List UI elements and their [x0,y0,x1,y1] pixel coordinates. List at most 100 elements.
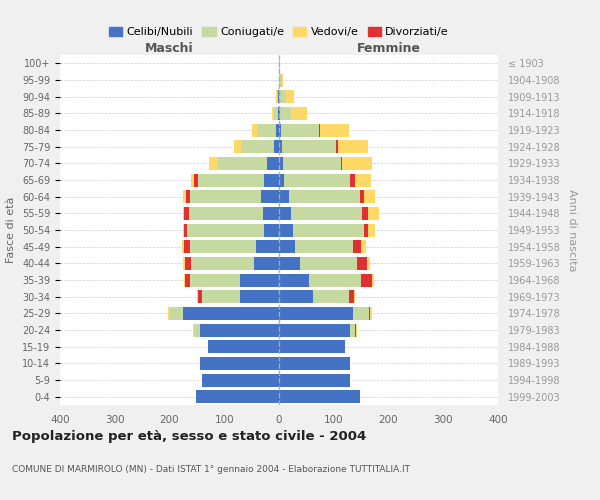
Bar [209,157,218,170]
Bar [368,224,375,236]
Bar [279,157,283,170]
Bar [370,307,371,320]
Bar [184,207,188,220]
Bar [279,207,291,220]
Bar [277,90,278,103]
Bar [186,190,190,203]
Bar [196,390,279,403]
Bar [341,157,342,170]
Bar [289,190,360,203]
Bar [279,124,281,136]
Bar [194,324,200,336]
Bar [182,207,184,220]
Text: Femmine: Femmine [356,42,421,55]
Bar [279,240,295,253]
Bar [349,290,354,303]
Bar [274,140,279,153]
Bar [279,140,282,153]
Bar [295,240,353,253]
Bar [355,174,371,186]
Bar [342,157,372,170]
Bar [282,140,337,153]
Bar [188,207,263,220]
Bar [262,190,279,203]
Bar [193,324,194,336]
Bar [279,274,309,286]
Bar [338,140,368,153]
Bar [372,274,374,286]
Bar [286,90,294,103]
Bar [218,157,267,170]
Bar [198,290,202,303]
Text: COMUNE DI MARMIROLO (MN) - Dati ISTAT 1° gennaio 2004 - Elaborazione TUTTITALIA.: COMUNE DI MARMIROLO (MN) - Dati ISTAT 1°… [12,465,410,474]
Bar [254,257,279,270]
Bar [291,207,362,220]
Bar [280,107,291,120]
Bar [185,257,191,270]
Bar [191,174,194,186]
Bar [184,240,190,253]
Legend: Celibi/Nubili, Coniugati/e, Vedovi/e, Divorziati/e: Celibi/Nubili, Coniugati/e, Vedovi/e, Di… [104,22,454,42]
Bar [368,207,379,220]
Bar [183,257,185,270]
Bar [361,240,365,253]
Bar [337,140,338,153]
Bar [364,224,368,236]
Bar [279,190,289,203]
Bar [362,207,368,220]
Text: Popolazione per età, sesso e stato civile - 2004: Popolazione per età, sesso e stato civil… [12,430,366,443]
Bar [239,290,279,303]
Bar [279,357,350,370]
Bar [263,207,279,220]
Bar [309,274,361,286]
Bar [170,307,183,320]
Y-axis label: Fasce di età: Fasce di età [7,197,16,263]
Bar [263,174,279,186]
Bar [293,224,364,236]
Bar [350,174,355,186]
Bar [182,224,184,236]
Bar [355,324,356,336]
Bar [278,107,279,120]
Bar [360,190,364,203]
Bar [239,274,279,286]
Bar [274,107,278,120]
Bar [190,240,256,253]
Y-axis label: Anni di nascita: Anni di nascita [567,188,577,271]
Bar [279,307,353,320]
Bar [256,240,279,253]
Bar [190,274,239,286]
Bar [183,190,186,203]
Bar [276,124,279,136]
Bar [187,224,263,236]
Bar [319,124,320,136]
Bar [300,257,357,270]
Bar [279,74,282,86]
Bar [281,124,319,136]
Bar [320,124,349,136]
Bar [200,324,279,336]
Bar [283,157,341,170]
Bar [279,257,300,270]
Bar [313,290,349,303]
Bar [202,374,279,386]
Bar [367,257,370,270]
Bar [357,257,367,270]
Bar [364,190,376,203]
Bar [361,274,372,286]
Bar [350,324,355,336]
Bar [279,324,350,336]
Bar [356,324,357,336]
Bar [257,124,276,136]
Bar [200,357,279,370]
Bar [279,340,345,353]
Bar [184,224,187,236]
Bar [279,224,293,236]
Text: Maschi: Maschi [145,42,194,55]
Bar [279,107,280,120]
Bar [279,390,360,403]
Bar [184,274,185,286]
Bar [267,157,279,170]
Bar [194,174,198,186]
Bar [191,257,254,270]
